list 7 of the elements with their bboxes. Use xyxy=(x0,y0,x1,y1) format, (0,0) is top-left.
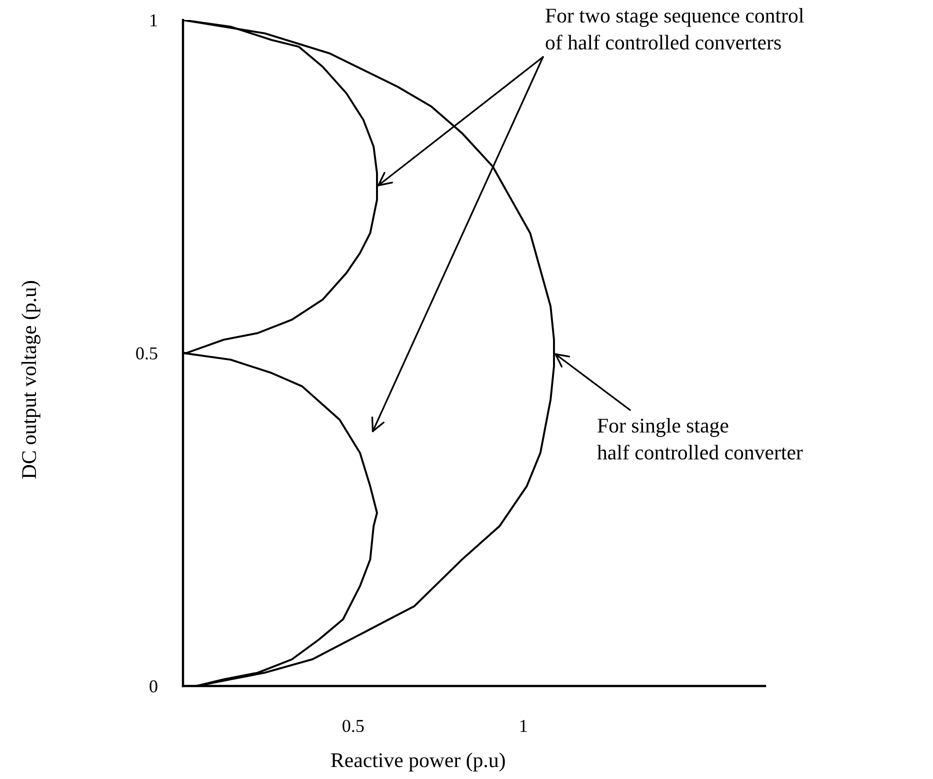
y-tick-label: 0 xyxy=(150,680,158,692)
y-tick-label: 1 xyxy=(150,14,157,26)
annotation: For single stage half controlled converter xyxy=(597,418,803,460)
y-axis-title: DC output voltage (p.u) xyxy=(21,281,40,479)
y-tick-label: 0.5 xyxy=(136,347,158,360)
x-axis-title: Reactive power (p.u) xyxy=(331,752,505,772)
annotation: For two stage sequence control of half controlled converters xyxy=(546,8,804,50)
